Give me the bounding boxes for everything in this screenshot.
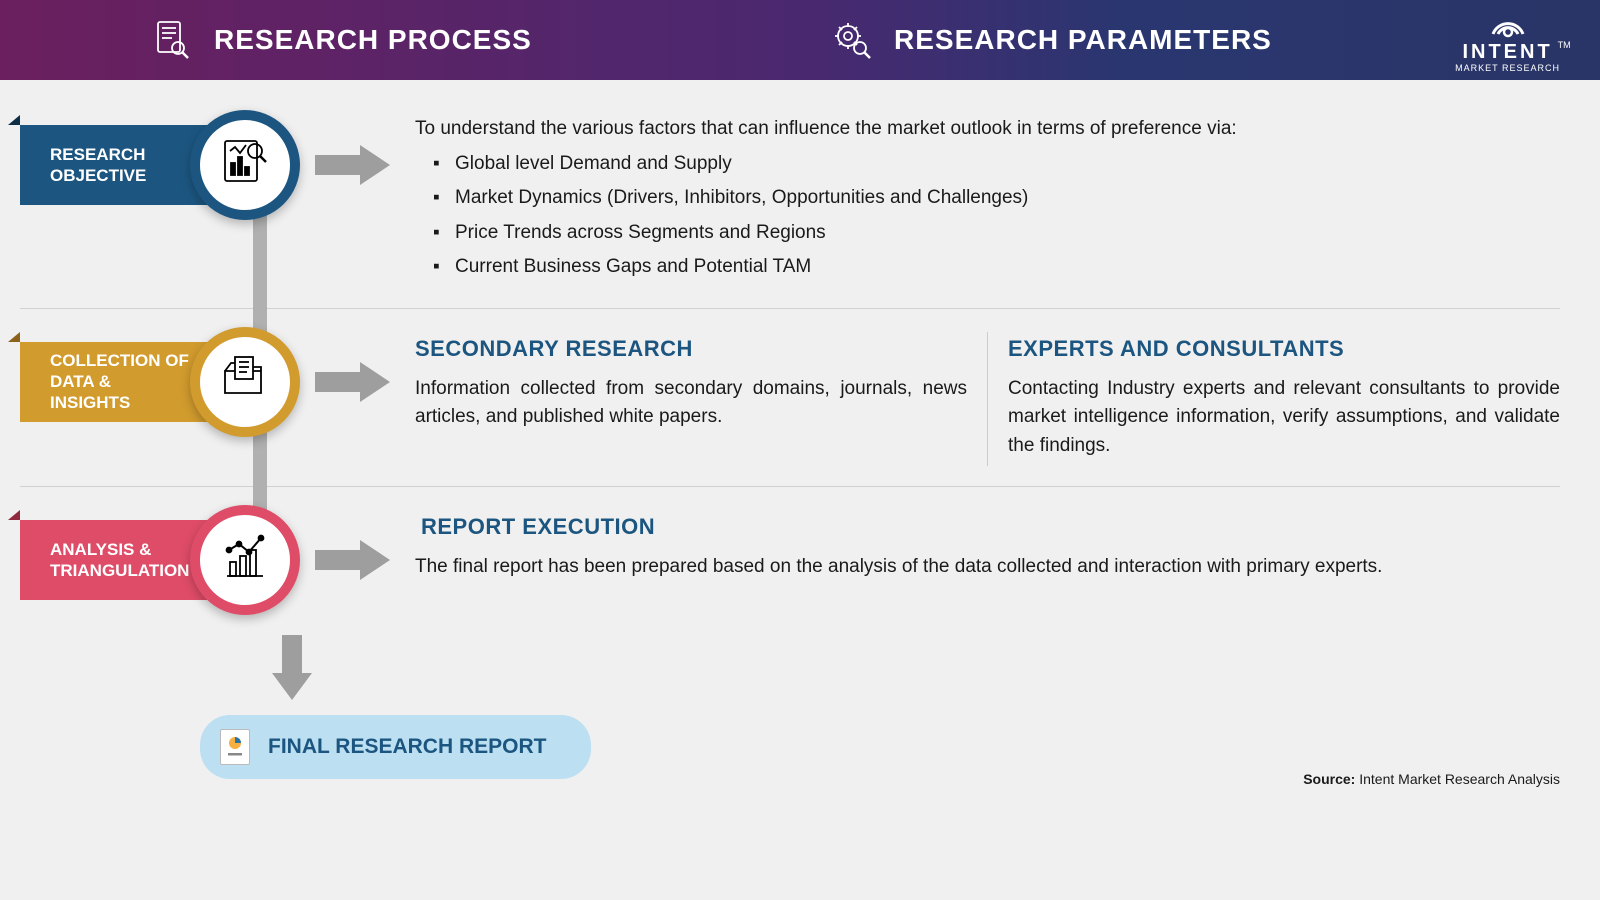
- arrow-right-icon: [315, 540, 390, 580]
- stage3-detail: REPORT EXECUTION The final report has be…: [415, 505, 1560, 588]
- report-file-icon: [220, 729, 250, 765]
- experts-text: Contacting Industry experts and relevant…: [1008, 375, 1560, 461]
- stage2-label: COLLECTION OF DATA & INSIGHTS: [50, 350, 195, 414]
- secondary-research-col: SECONDARY RESEARCH Information collected…: [415, 332, 967, 467]
- stage3-circle: [190, 505, 300, 615]
- secondary-text: Information collected from secondary dom…: [415, 375, 967, 432]
- header-left-title: RESEARCH PROCESS: [214, 24, 532, 56]
- header-right-title: RESEARCH PARAMETERS: [894, 24, 1272, 56]
- secondary-title: SECONDARY RESEARCH: [415, 332, 967, 365]
- report-chart-icon: [217, 135, 273, 196]
- stage1-label: RESEARCH OBJECTIVE: [50, 144, 195, 187]
- content-area: RESEARCH OBJECTIVE To understand: [0, 80, 1600, 799]
- logo-subtext: MARKET RESEARCH: [1455, 63, 1560, 73]
- folder-document-icon: [217, 351, 273, 412]
- brand-logo: INTENT TM MARKET RESEARCH: [1455, 10, 1560, 73]
- source-name: Intent Market Research Analysis: [1355, 771, 1560, 787]
- section-divider: [20, 308, 1560, 309]
- experts-col: EXPERTS AND CONSULTANTS Contacting Indus…: [1008, 332, 1560, 467]
- arrow-right-icon: [315, 145, 390, 185]
- final-label: FINAL RESEARCH REPORT: [268, 735, 546, 759]
- stage3-label: ANALYSIS & TRIANGULATION: [50, 539, 195, 582]
- stage2-flag: COLLECTION OF DATA & INSIGHTS: [20, 342, 210, 422]
- stage-collection: COLLECTION OF DATA & INSIGHTS: [20, 327, 1560, 467]
- list-item: Market Dynamics (Drivers, Inhibitors, Op…: [455, 184, 1560, 213]
- analytics-chart-icon: [217, 530, 273, 591]
- list-item: Price Trends across Segments and Regions: [455, 219, 1560, 248]
- stage1-intro: To understand the various factors that c…: [415, 115, 1560, 144]
- stage3-flag: ANALYSIS & TRIANGULATION: [20, 520, 210, 600]
- experts-title: EXPERTS AND CONSULTANTS: [1008, 332, 1560, 365]
- stage2-detail: SECONDARY RESEARCH Information collected…: [415, 327, 1560, 467]
- report-exec-text: The final report has been prepared based…: [415, 553, 1560, 582]
- header-left: RESEARCH PROCESS: [0, 0, 800, 80]
- arrow-right-icon: [315, 362, 390, 402]
- document-search-icon: [150, 18, 194, 62]
- column-divider: [987, 332, 988, 467]
- gear-search-icon: [830, 18, 874, 62]
- stage1-detail: To understand the various factors that c…: [415, 110, 1560, 288]
- report-exec-title: REPORT EXECUTION: [421, 510, 1560, 543]
- section-divider: [20, 486, 1560, 487]
- stage1-bullets: Global level Demand and Supply Market Dy…: [415, 150, 1560, 282]
- list-item: Global level Demand and Supply: [455, 150, 1560, 179]
- stage1-circle: [190, 110, 300, 220]
- header-bar: RESEARCH PROCESS RESEARCH PARAMETERS: [0, 0, 1600, 80]
- stage-analysis: ANALYSIS & TRIANGULATION: [20, 505, 1560, 615]
- stage-objective: RESEARCH OBJECTIVE To understand: [20, 110, 1560, 288]
- stage2-circle: [190, 327, 300, 437]
- source-note: Source: Intent Market Research Analysis: [1303, 771, 1560, 787]
- stage1-flag: RESEARCH OBJECTIVE: [20, 125, 210, 205]
- logo-tm: TM: [1558, 40, 1571, 50]
- logo-text: INTENT: [1462, 42, 1552, 62]
- final-report-pill: FINAL RESEARCH REPORT: [200, 715, 591, 779]
- header-right: RESEARCH PARAMETERS INTENT TM MARKET RES…: [800, 0, 1600, 80]
- source-prefix: Source:: [1303, 771, 1355, 787]
- arrow-down-icon: [272, 635, 1560, 705]
- list-item: Current Business Gaps and Potential TAM: [455, 253, 1560, 282]
